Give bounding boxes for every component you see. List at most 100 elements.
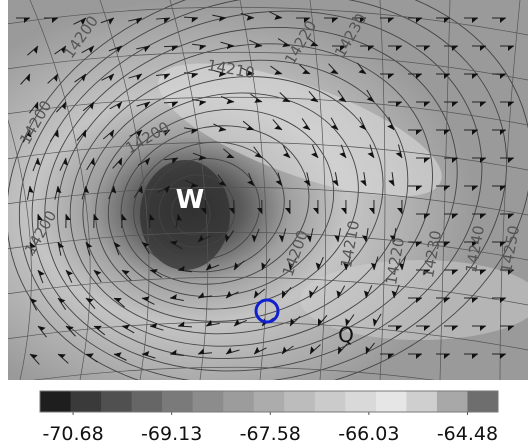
barb-flag [396,208,402,214]
barb [183,16,199,23]
grid-line [99,0,150,380]
barb [464,129,478,135]
barb [472,325,486,331]
barb-shaft [149,269,163,278]
barb-shaft [213,123,227,131]
barb [253,146,263,159]
barb-flag [247,180,254,186]
barb-shaft [281,345,294,355]
barb [352,17,366,23]
barb [365,342,375,355]
barb [416,157,430,163]
barb [500,269,514,275]
barb [29,241,36,256]
barb-flag [500,354,506,359]
barb [500,325,514,331]
barb-flag [27,130,32,138]
barb-flag [109,130,114,138]
barb [472,157,486,163]
barb [279,92,291,103]
barb-shaft [220,41,235,47]
barb-shaft [282,145,291,159]
barb-flag [24,18,30,23]
barb-flag [199,100,206,106]
barb-shaft [164,157,179,161]
barb-flag [177,214,183,221]
barb [331,172,339,187]
barb [380,17,394,23]
barb-flag [178,321,185,327]
barb [177,321,193,328]
barb-flag [191,17,198,23]
barb [113,241,121,256]
barb-shaft [141,353,156,359]
barb [372,313,382,327]
barb [416,269,430,275]
barb-flag [396,326,402,331]
barb-flag [198,155,206,161]
barb-flag [416,298,422,303]
barb [395,144,403,159]
barb [157,185,171,194]
barb-flag [122,324,130,329]
barb-shaft [217,174,227,187]
barb [464,297,478,303]
barb [128,17,143,25]
barb-flag [388,74,394,79]
barb-flag [30,242,36,248]
grid-line [32,366,436,380]
barb [408,297,422,303]
barb [368,199,375,215]
barb-shaft [85,353,98,363]
barb [358,117,367,131]
barb-flag [34,102,39,110]
barb-shaft [32,157,39,172]
barb-shaft [373,313,382,327]
barb [37,213,43,229]
barb-flag [226,44,234,50]
barb-shaft [345,256,351,271]
grid-line [8,186,528,216]
barb [169,349,184,356]
barb [367,144,375,159]
barb-shaft [185,179,199,187]
barb-flag [444,242,450,247]
barb [360,172,367,187]
barb [212,69,227,78]
barb-flag [480,270,486,275]
barb [233,260,245,271]
barb-shaft [54,185,59,200]
barb-shaft [73,17,87,25]
grid-line [379,0,386,380]
barb [444,325,458,331]
barb-flag [254,98,262,103]
barb-flag [198,348,204,354]
barb [65,213,71,229]
barb [339,144,347,159]
barb-flag [234,262,239,270]
contour [31,10,483,372]
barb-shaft [100,17,115,24]
barb [136,45,151,53]
barb-flag [360,180,366,186]
grid-line [8,231,528,261]
barb-flag [144,102,150,109]
colorbar-swatch [101,391,133,412]
barb-flag [65,214,71,221]
barb [37,269,45,284]
barb-flag [170,349,177,355]
barb-flag [424,102,430,107]
barb-flag [303,180,310,186]
barb-flag [365,346,370,354]
barb [47,73,59,84]
barb-flag [170,240,178,245]
grid-line [8,6,528,36]
barb-flag [246,71,254,76]
barb-shaft [337,90,347,103]
barb-flag [416,186,422,191]
barb-shaft [81,45,95,54]
barb-flag [310,97,318,102]
barb [121,324,135,334]
barb [93,213,99,229]
barb-flag [500,298,506,303]
